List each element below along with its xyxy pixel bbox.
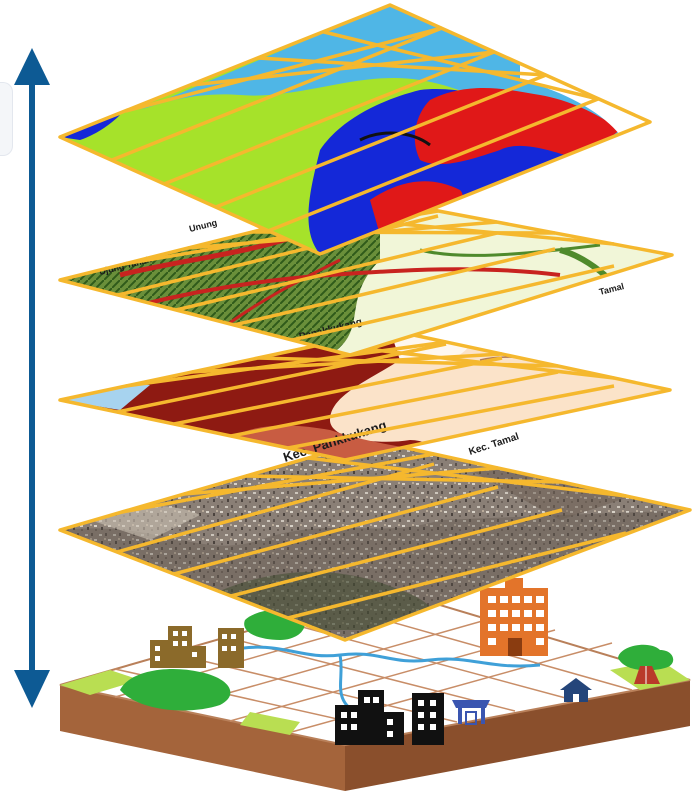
market-stall-icon	[452, 700, 490, 725]
city-block-icon	[335, 690, 444, 745]
tower-icon	[480, 578, 548, 656]
office-building-icon	[150, 626, 244, 668]
tree-icon	[618, 644, 674, 684]
house-icon	[560, 678, 592, 702]
river-icon	[229, 645, 541, 668]
vertical-axis-arrow	[14, 48, 50, 708]
hazard-zone-layer	[58, 3, 652, 256]
side-tab	[0, 82, 13, 156]
map-label-street-1: Unung	[188, 217, 218, 234]
satellite-imagery-layer	[58, 438, 692, 642]
park-area	[120, 669, 231, 711]
map-label-street-4: Tamal	[598, 281, 625, 297]
map-label-admin-2: Kec. Tamal	[468, 431, 521, 458]
